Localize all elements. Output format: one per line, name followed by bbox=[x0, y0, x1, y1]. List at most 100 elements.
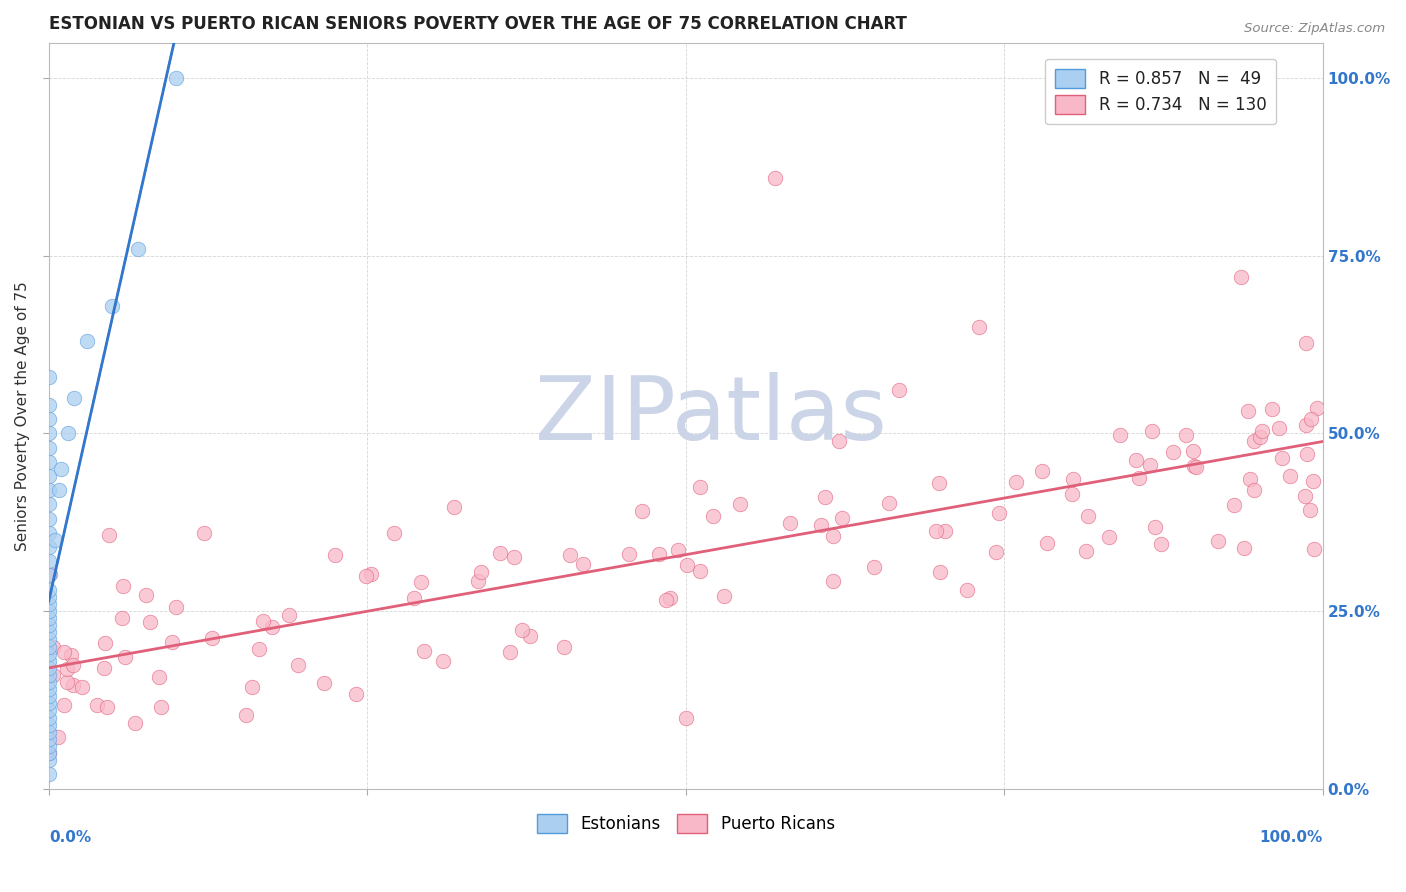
Point bbox=[56, 426, 79, 441]
Point bbox=[1208, 533, 1230, 548]
Point bbox=[1031, 464, 1053, 478]
Point bbox=[1251, 424, 1274, 438]
Point bbox=[38, 604, 60, 618]
Point bbox=[823, 529, 845, 543]
Point bbox=[38, 632, 60, 647]
Point bbox=[489, 546, 512, 560]
Point bbox=[702, 508, 724, 523]
Point bbox=[1142, 424, 1164, 438]
Point bbox=[1295, 447, 1317, 461]
Point bbox=[1139, 458, 1161, 472]
Point bbox=[1271, 450, 1294, 465]
Point bbox=[831, 511, 853, 525]
Point bbox=[38, 483, 60, 498]
Point bbox=[1237, 404, 1260, 418]
Point bbox=[38, 654, 60, 668]
Point bbox=[150, 700, 173, 714]
Point bbox=[247, 641, 270, 656]
Point bbox=[1182, 458, 1205, 473]
Point bbox=[1182, 444, 1205, 458]
Point bbox=[402, 591, 425, 605]
Point bbox=[38, 746, 60, 760]
Point bbox=[676, 558, 699, 572]
Point bbox=[56, 661, 79, 675]
Point bbox=[814, 490, 837, 504]
Point bbox=[38, 369, 60, 384]
Point bbox=[114, 649, 136, 664]
Point bbox=[1302, 542, 1324, 557]
Point bbox=[93, 636, 115, 650]
Point bbox=[956, 582, 979, 597]
Point bbox=[553, 640, 575, 655]
Point bbox=[1062, 487, 1084, 501]
Point bbox=[111, 611, 134, 625]
Point bbox=[1295, 418, 1317, 433]
Point bbox=[38, 590, 60, 604]
Point bbox=[38, 668, 60, 682]
Point bbox=[1299, 503, 1322, 517]
Point bbox=[38, 582, 60, 597]
Point bbox=[38, 441, 60, 455]
Point bbox=[148, 670, 170, 684]
Point bbox=[53, 698, 76, 713]
Point bbox=[659, 591, 682, 605]
Point bbox=[617, 547, 640, 561]
Point bbox=[38, 525, 60, 540]
Point bbox=[51, 462, 73, 476]
Text: ZIPatlas: ZIPatlas bbox=[536, 372, 887, 459]
Point bbox=[38, 618, 60, 632]
Point bbox=[63, 391, 86, 405]
Point bbox=[432, 654, 454, 668]
Point bbox=[98, 528, 121, 542]
Point bbox=[38, 498, 60, 512]
Point bbox=[1175, 428, 1198, 442]
Point bbox=[1109, 427, 1132, 442]
Point bbox=[96, 700, 118, 714]
Point bbox=[38, 682, 60, 697]
Point bbox=[38, 690, 60, 704]
Point bbox=[193, 525, 215, 540]
Point bbox=[929, 565, 952, 579]
Point bbox=[1261, 402, 1284, 417]
Point bbox=[165, 71, 187, 86]
Point bbox=[344, 687, 367, 701]
Point bbox=[38, 767, 60, 781]
Point bbox=[59, 648, 82, 663]
Point bbox=[1062, 472, 1084, 486]
Point bbox=[38, 753, 60, 767]
Point bbox=[38, 675, 60, 690]
Point bbox=[139, 615, 162, 629]
Point bbox=[38, 412, 60, 426]
Point bbox=[763, 170, 786, 185]
Point bbox=[1305, 401, 1327, 416]
Point bbox=[1268, 421, 1291, 435]
Point bbox=[443, 500, 465, 515]
Point bbox=[572, 557, 595, 571]
Point bbox=[38, 511, 60, 525]
Point bbox=[519, 629, 541, 643]
Point bbox=[356, 569, 378, 583]
Point bbox=[38, 540, 60, 554]
Point bbox=[76, 334, 98, 348]
Point bbox=[631, 504, 654, 518]
Point bbox=[967, 320, 990, 334]
Point bbox=[312, 676, 335, 690]
Point bbox=[987, 506, 1010, 520]
Point bbox=[666, 543, 689, 558]
Point bbox=[689, 480, 711, 494]
Point bbox=[38, 703, 60, 717]
Point bbox=[111, 579, 134, 593]
Point bbox=[689, 564, 711, 578]
Point bbox=[934, 524, 956, 538]
Point bbox=[53, 645, 76, 659]
Point bbox=[877, 496, 900, 510]
Point bbox=[46, 730, 69, 744]
Point bbox=[1098, 530, 1121, 544]
Point bbox=[38, 724, 60, 739]
Point bbox=[499, 645, 522, 659]
Point bbox=[411, 574, 433, 589]
Point bbox=[101, 299, 124, 313]
Point bbox=[135, 588, 157, 602]
Point bbox=[1232, 541, 1254, 556]
Point bbox=[655, 593, 678, 607]
